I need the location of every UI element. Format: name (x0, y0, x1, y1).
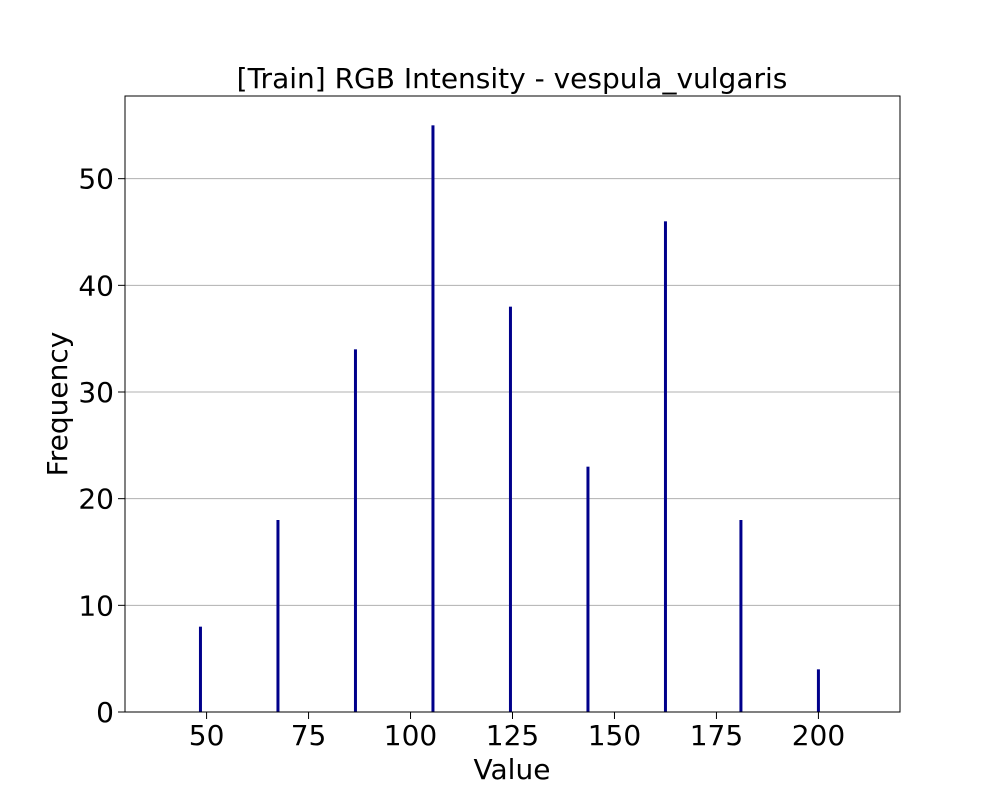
histogram-bar (431, 125, 435, 713)
histogram-bar (816, 669, 820, 712)
x-axis-ticks: 50 75 100 125 150 175 200 (189, 712, 845, 752)
histogram-bar (663, 221, 667, 713)
x-tick-label: 125 (486, 719, 539, 752)
y-tick-label: 50 (78, 163, 114, 196)
x-tick-label: 150 (588, 719, 641, 752)
y-axis-ticks: 0 10 20 30 40 50 (78, 163, 125, 729)
y-tick-label: 0 (96, 696, 114, 729)
y-gridlines (125, 178, 900, 606)
plot-frame (124, 95, 901, 713)
histogram-bar (198, 626, 202, 712)
x-tick-label: 50 (189, 719, 225, 752)
y-tick-label: 30 (78, 376, 114, 409)
histogram-bar (739, 520, 743, 712)
y-tick-label: 20 (78, 483, 114, 516)
histogram-bar (508, 306, 512, 712)
x-tick-label: 75 (291, 719, 327, 752)
x-tick-label: 100 (384, 719, 437, 752)
histogram-bar (353, 349, 357, 712)
x-tick-label: 175 (690, 719, 743, 752)
histogram-bar (276, 520, 280, 712)
y-tick-label: 10 (78, 589, 114, 622)
histogram-bars (198, 125, 820, 713)
y-tick-label: 40 (78, 269, 114, 302)
y-axis-label: Frequency (41, 332, 74, 477)
chart-title: [Train] RGB Intensity - vespula_vulgaris (237, 62, 788, 95)
x-axis-label: Value (474, 753, 551, 786)
x-tick-label: 200 (792, 719, 845, 752)
histogram-bar (586, 466, 590, 712)
